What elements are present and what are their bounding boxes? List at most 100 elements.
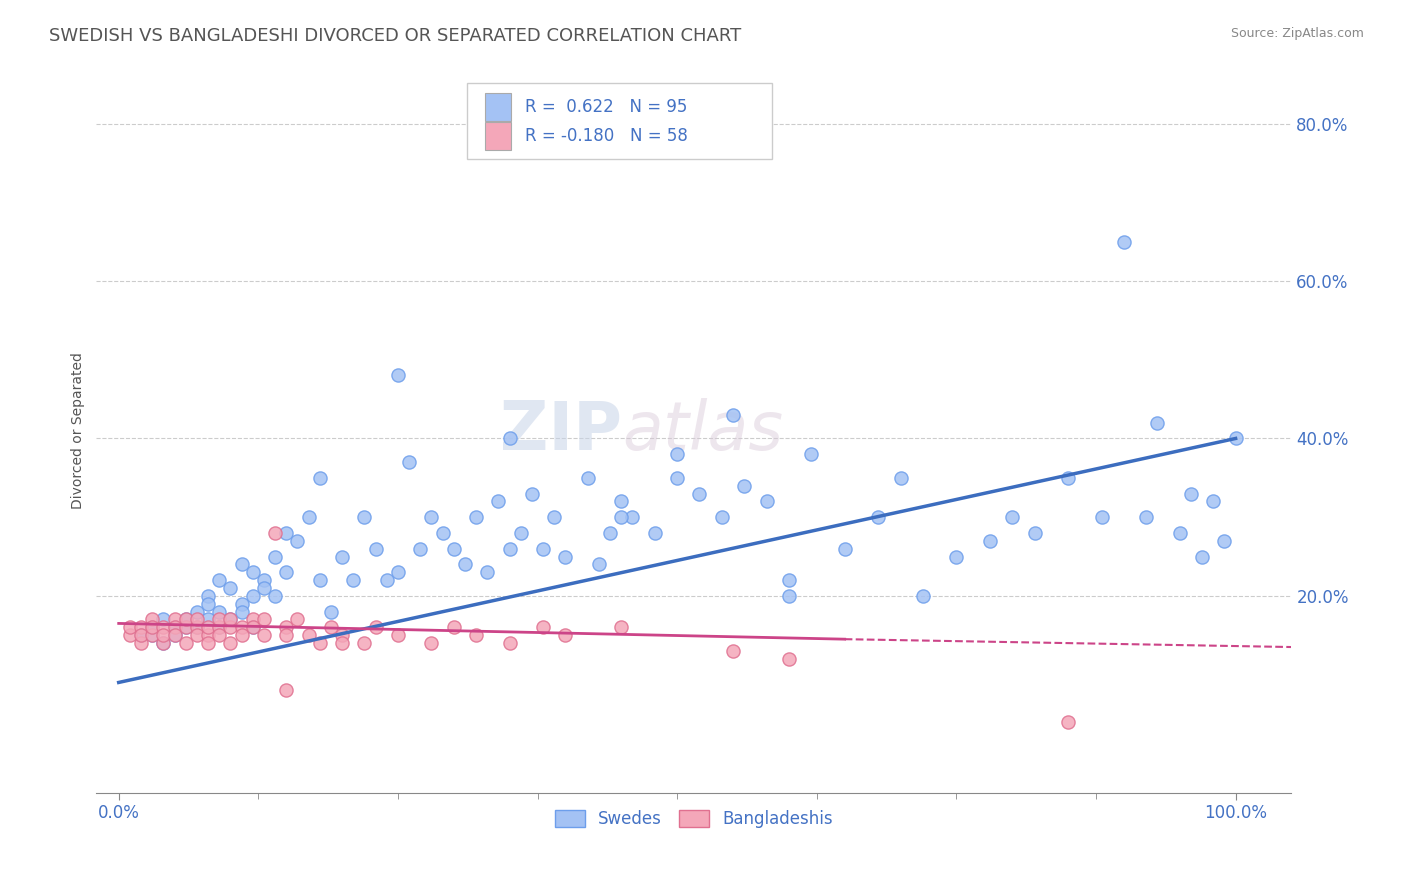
Point: [141, 628, 163, 642]
Point: [174, 636, 197, 650]
Point: [689, 486, 711, 500]
Point: [197, 628, 219, 642]
Point: [276, 525, 298, 540]
FancyBboxPatch shape: [485, 93, 510, 120]
Point: [253, 612, 276, 626]
Point: [834, 541, 856, 556]
Point: [141, 612, 163, 626]
Point: [152, 612, 174, 626]
Point: [163, 628, 186, 642]
Point: [141, 620, 163, 634]
Point: [477, 566, 499, 580]
Point: [1112, 235, 1135, 249]
Point: [219, 581, 242, 595]
Point: [1146, 416, 1168, 430]
Point: [979, 533, 1001, 548]
Point: [186, 605, 208, 619]
Point: [197, 620, 219, 634]
Point: [1213, 533, 1236, 548]
Point: [253, 573, 276, 587]
Point: [1090, 510, 1112, 524]
Point: [721, 408, 744, 422]
Point: [231, 558, 253, 572]
Point: [889, 471, 911, 485]
Legend: Swedes, Bangladeshis: Swedes, Bangladeshis: [548, 804, 839, 835]
Point: [1024, 525, 1046, 540]
Point: [319, 620, 342, 634]
Point: [163, 628, 186, 642]
Point: [174, 620, 197, 634]
Point: [364, 620, 387, 634]
Point: [264, 525, 287, 540]
Point: [1057, 714, 1080, 729]
Point: [264, 549, 287, 564]
Point: [129, 620, 152, 634]
Text: R =  0.622   N = 95: R = 0.622 N = 95: [526, 98, 688, 116]
Point: [364, 541, 387, 556]
Point: [554, 549, 576, 564]
Point: [498, 541, 520, 556]
Point: [1202, 494, 1225, 508]
Point: [152, 636, 174, 650]
Point: [242, 589, 264, 603]
Point: [276, 628, 298, 642]
Point: [231, 605, 253, 619]
Point: [1168, 525, 1191, 540]
FancyBboxPatch shape: [467, 83, 772, 159]
Text: SWEDISH VS BANGLADESHI DIVORCED OR SEPARATED CORRELATION CHART: SWEDISH VS BANGLADESHI DIVORCED OR SEPAR…: [49, 27, 741, 45]
Point: [599, 525, 621, 540]
Point: [733, 478, 755, 492]
Point: [610, 494, 633, 508]
Point: [420, 510, 443, 524]
Point: [219, 612, 242, 626]
Point: [1057, 471, 1080, 485]
Point: [186, 612, 208, 626]
Point: [197, 589, 219, 603]
Point: [911, 589, 934, 603]
Point: [129, 628, 152, 642]
Point: [610, 510, 633, 524]
Point: [118, 620, 141, 634]
Point: [276, 620, 298, 634]
Point: [420, 636, 443, 650]
Point: [219, 612, 242, 626]
Point: [387, 368, 409, 383]
Point: [443, 541, 465, 556]
Point: [498, 636, 520, 650]
Point: [208, 573, 231, 587]
Point: [287, 533, 309, 548]
Point: [174, 612, 197, 626]
Point: [174, 620, 197, 634]
Point: [398, 455, 420, 469]
Point: [543, 510, 565, 524]
Point: [1001, 510, 1024, 524]
Point: [242, 612, 264, 626]
Point: [129, 636, 152, 650]
Point: [443, 620, 465, 634]
Point: [710, 510, 733, 524]
Point: [208, 612, 231, 626]
Point: [868, 510, 890, 524]
Point: [721, 644, 744, 658]
Point: [1191, 549, 1213, 564]
Point: [197, 612, 219, 626]
Point: [231, 597, 253, 611]
Point: [353, 636, 375, 650]
Text: atlas: atlas: [623, 398, 783, 464]
Point: [319, 605, 342, 619]
Point: [531, 620, 554, 634]
Point: [242, 620, 264, 634]
Point: [576, 471, 599, 485]
Point: [231, 620, 253, 634]
Point: [163, 620, 186, 634]
Point: [141, 620, 163, 634]
Point: [1225, 432, 1247, 446]
Point: [498, 432, 520, 446]
Point: [465, 510, 488, 524]
Point: [308, 573, 330, 587]
Point: [208, 620, 231, 634]
Point: [276, 566, 298, 580]
Point: [531, 541, 554, 556]
Point: [163, 612, 186, 626]
Point: [253, 581, 276, 595]
